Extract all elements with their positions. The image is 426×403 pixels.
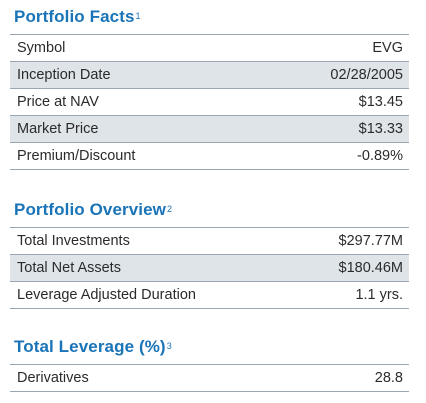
row-label: Symbol (17, 40, 66, 56)
table-row: Total Investments $297.77M (10, 228, 409, 255)
portfolio-facts-footnote-mark: 1 (135, 11, 141, 21)
row-value: $13.33 (358, 121, 403, 137)
row-label: Premium/Discount (17, 148, 136, 164)
table-row: Leverage Adjusted Duration 1.1 yrs. (10, 282, 409, 309)
row-label: Derivatives (17, 370, 89, 386)
row-label: Leverage Adjusted Duration (17, 287, 196, 303)
table-row: Derivatives 28.8 (10, 365, 409, 392)
total-leverage-title: Total Leverage (%) (14, 337, 166, 356)
row-value: EVG (372, 40, 403, 56)
row-label: Inception Date (17, 67, 111, 83)
row-value: 02/28/2005 (330, 67, 403, 83)
row-value: $297.77M (338, 233, 404, 249)
row-value: $13.45 (358, 94, 403, 110)
portfolio-facts-title: Portfolio Facts (14, 7, 135, 26)
portfolio-facts-table: Symbol EVG Inception Date 02/28/2005 Pri… (10, 34, 409, 170)
row-value: -0.89% (357, 148, 403, 164)
total-leverage-table: Derivatives 28.8 (10, 364, 409, 392)
row-value: 28.8 (374, 370, 403, 386)
table-row: Total Net Assets $180.46M (10, 255, 409, 282)
portfolio-overview-footnote-mark: 2 (167, 204, 173, 214)
total-leverage-heading: Total Leverage (%)3 (14, 336, 409, 358)
portfolio-overview-title: Portfolio Overview (14, 200, 167, 219)
table-row: Premium/Discount -0.89% (10, 143, 409, 170)
table-row: Market Price $13.33 (10, 116, 409, 143)
row-label: Market Price (17, 121, 99, 137)
row-label: Total Investments (17, 233, 130, 249)
row-label: Price at NAV (17, 94, 99, 110)
table-row: Price at NAV $13.45 (10, 89, 409, 116)
portfolio-overview-heading: Portfolio Overview2 (14, 199, 409, 221)
row-value: $180.46M (338, 260, 404, 276)
table-row: Symbol EVG (10, 35, 409, 62)
portfolio-facts-section: Portfolio Facts1 Symbol EVG Inception Da… (10, 6, 409, 170)
portfolio-overview-section: Portfolio Overview2 Total Investments $2… (10, 199, 409, 309)
portfolio-overview-table: Total Investments $297.77M Total Net Ass… (10, 227, 409, 309)
row-value: 1.1 yrs. (355, 287, 403, 303)
total-leverage-section: Total Leverage (%)3 Derivatives 28.8 (10, 336, 409, 392)
portfolio-facts-heading: Portfolio Facts1 (14, 6, 409, 28)
total-leverage-footnote-mark: 3 (166, 341, 172, 351)
row-label: Total Net Assets (17, 260, 121, 276)
table-row: Inception Date 02/28/2005 (10, 62, 409, 89)
